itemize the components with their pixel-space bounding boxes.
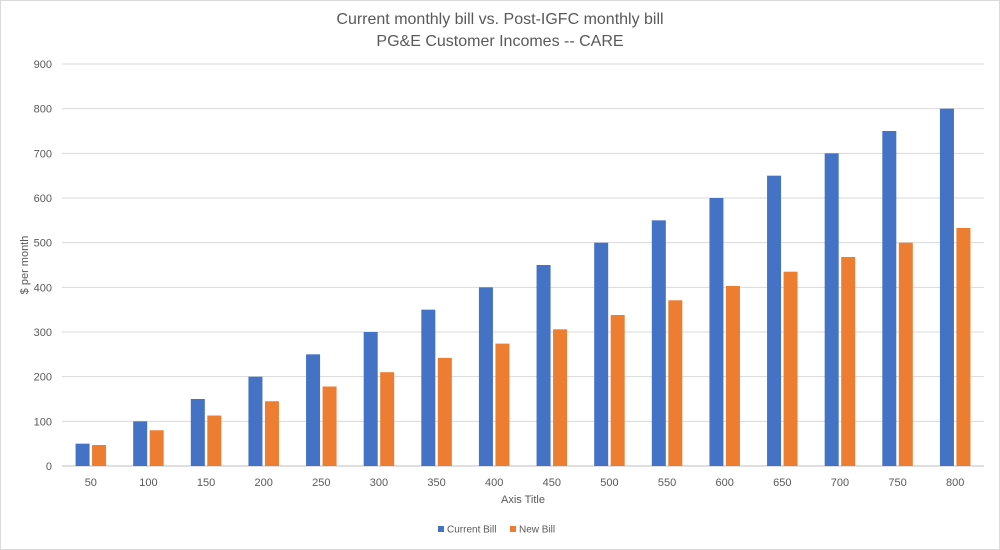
y-tick-label: 500 [34,238,52,250]
bar-current-bill [594,242,609,466]
legend: Current Bill New Bill [438,525,555,536]
bar-current-bill [478,287,493,466]
bar-new-bill [495,343,510,466]
chart-title: Current monthly bill vs. Post-IGFC month… [336,11,663,28]
bar-new-bill [207,415,222,466]
x-tick-label: 500 [600,477,618,489]
y-tick-label: 400 [34,282,52,294]
y-axis-title: $ per month [19,236,31,295]
bar-current-bill [709,198,724,466]
bar-new-bill [898,242,913,466]
bar-new-bill [322,386,337,466]
y-tick-label: 0 [46,461,52,473]
x-tick-label: 200 [255,477,273,489]
bar-new-bill [149,430,164,466]
bar-new-bill [92,445,107,466]
bar-new-bill [956,227,971,466]
legend-swatch [510,526,516,532]
x-tick-label: 800 [946,477,964,489]
x-tick-label: 150 [197,477,215,489]
x-tick-label: 550 [658,477,676,489]
legend-label: New Bill [519,525,555,536]
bar-new-bill [725,285,740,466]
bar-current-bill [306,354,321,466]
bar-new-bill [264,401,279,466]
bar-new-bill [437,357,452,466]
y-tick-label: 600 [34,193,52,205]
bar-current-bill [824,153,839,467]
x-tick-label: 750 [888,477,906,489]
y-tick-label: 100 [34,416,52,428]
bar-new-bill [553,329,568,466]
x-tick-label: 350 [427,477,445,489]
x-tick-label: 300 [370,477,388,489]
x-axis-title: Axis Title [501,494,545,506]
bar-new-bill [610,315,625,466]
bar-current-bill [421,309,436,466]
x-tick-label: 700 [831,477,849,489]
bar-current-bill [248,376,263,466]
x-tick-label: 250 [312,477,330,489]
x-tick-label: 650 [773,477,791,489]
x-tick-label: 100 [139,477,157,489]
x-axis-ticks: 50 100 150 200 250 300 350 400 450 500 550 600 650 70… [85,477,965,489]
bar-current-bill [190,399,205,466]
x-tick-label: 450 [543,477,561,489]
legend-swatch [438,526,444,532]
bar-current-bill [882,131,897,466]
bar-current-bill [363,332,378,466]
y-tick-label: 200 [34,372,52,384]
bar-current-bill [939,108,954,467]
bars [75,108,971,467]
bar-current-bill [536,265,551,466]
bar-new-bill [668,300,683,466]
bar-current-bill [767,175,782,466]
bar-new-bill [380,372,395,466]
x-tick-label: 400 [485,477,503,489]
x-tick-label: 600 [716,477,734,489]
bar-current-bill [75,443,90,466]
y-tick-label: 800 [34,104,52,116]
bar-new-bill [783,271,798,466]
y-axis-ticks: 0 100 200 300 400 500 600 700 800 900 [34,59,52,473]
bar-current-bill [651,220,666,466]
bar-new-bill [841,256,856,466]
x-tick-label: 50 [85,477,97,489]
bar-current-bill [133,421,148,466]
y-tick-label: 700 [34,148,52,160]
chart-subtitle: PG&E Customer Incomes -- CARE [376,33,623,50]
legend-label: Current Bill [447,525,496,536]
y-tick-label: 900 [34,59,52,71]
y-tick-label: 300 [34,327,52,339]
